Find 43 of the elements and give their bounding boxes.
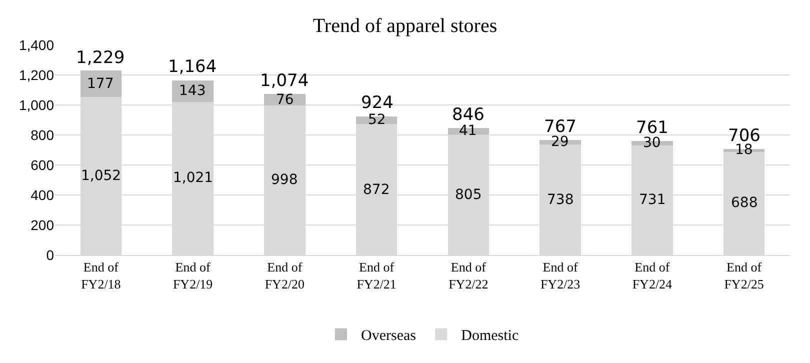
x-tick-label: End of FY2/19 [172, 260, 213, 292]
data-label: 177 [87, 76, 114, 92]
data-label: 1,021 [173, 170, 214, 186]
total-label: 1,229 [76, 48, 125, 68]
x-tick-label: End of FY2/22 [448, 260, 488, 292]
data-label: 29 [551, 134, 569, 150]
data-label: 143 [179, 83, 206, 99]
y-tick-label: 800 [30, 126, 54, 143]
data-label: 30 [643, 135, 661, 151]
data-label: 41 [459, 123, 477, 139]
data-label: 52 [368, 112, 386, 128]
data-label: 805 [455, 187, 482, 203]
data-label: 1,052 [81, 168, 122, 184]
data-label: 18 [735, 142, 753, 158]
legend-label: Overseas [361, 328, 416, 344]
total-label: 761 [636, 118, 668, 138]
data-label: 998 [271, 172, 298, 188]
total-label: 924 [361, 93, 394, 113]
x-tick-label: End of FY2/21 [356, 260, 396, 292]
y-tick-label: 600 [30, 156, 54, 173]
total-label: 767 [544, 117, 576, 137]
data-label: 731 [639, 192, 666, 208]
x-tick-label: End of FY2/23 [540, 260, 580, 292]
x-tick-label: End of FY2/24 [632, 260, 673, 292]
y-tick-label: 200 [30, 216, 54, 233]
x-tick-label: End of FY2/18 [81, 260, 121, 292]
y-tick-label: 0 [46, 246, 54, 263]
total-label: 1,164 [168, 57, 217, 77]
x-tick-label: End of FY2/25 [724, 260, 764, 292]
y-tick-label: 400 [30, 186, 54, 203]
total-label: 1,074 [260, 71, 309, 91]
data-label: 688 [731, 195, 758, 211]
data-label: 738 [547, 192, 574, 208]
chart-title: Trend of apparel stores [312, 15, 498, 38]
y-tick-label: 1,000 [18, 96, 54, 113]
x-tick-label: End of FY2/20 [264, 260, 305, 292]
total-label: 846 [452, 105, 484, 125]
bar [80, 70, 122, 98]
data-label: 76 [276, 92, 294, 108]
data-label: 872 [363, 182, 390, 198]
legend-label: Domestic [461, 328, 519, 344]
y-tick-label: 1,200 [18, 66, 54, 83]
y-tick-label: 1,400 [18, 36, 54, 53]
